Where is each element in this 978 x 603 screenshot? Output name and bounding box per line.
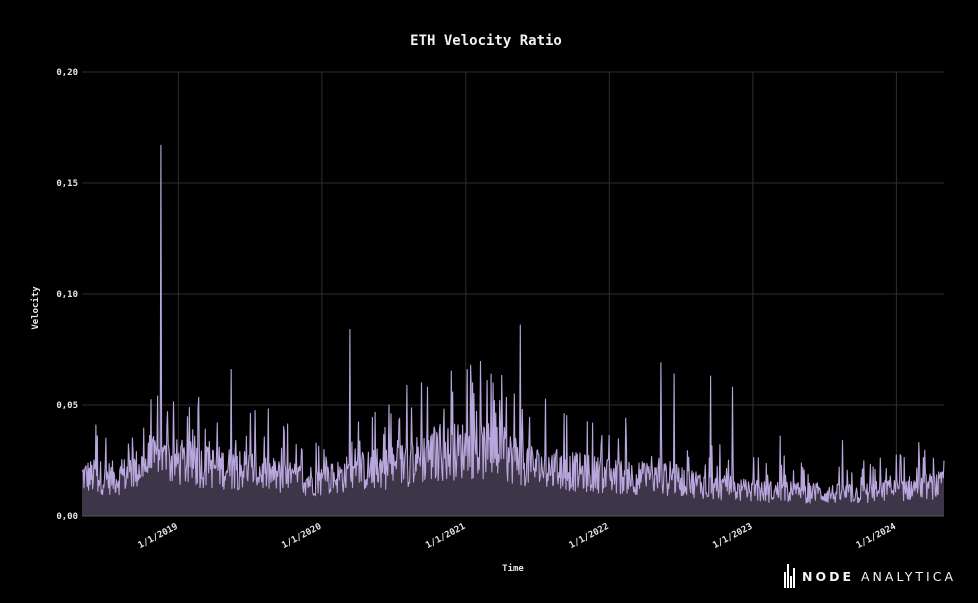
brand-name-bold: NODE [802,568,855,584]
y-tick-label: 0,10 [56,290,78,300]
y-axis-label: Velocity [30,286,41,330]
brand-logo: NODE ANALYTICA [784,563,956,589]
area-layer [81,144,945,517]
brand-name-light: ANALYTICA [861,568,956,584]
y-tick-label: 0,00 [56,512,78,522]
brand-bars-icon [784,564,796,588]
y-axis-ticks: 0,00 0,05 0,10 0,15 0,20 [56,68,78,522]
grid-lines [82,71,944,517]
y-tick-label: 0,20 [56,68,78,78]
series-area-fill [82,145,944,517]
brand-name: NODE ANALYTICA [802,569,956,584]
chart-title: ETH Velocity Ratio [410,33,562,49]
y-tick-label: 0,15 [56,179,78,189]
y-tick-label: 0,05 [56,401,78,411]
series-line [81,144,945,504]
x-axis-label: Time [502,563,524,574]
